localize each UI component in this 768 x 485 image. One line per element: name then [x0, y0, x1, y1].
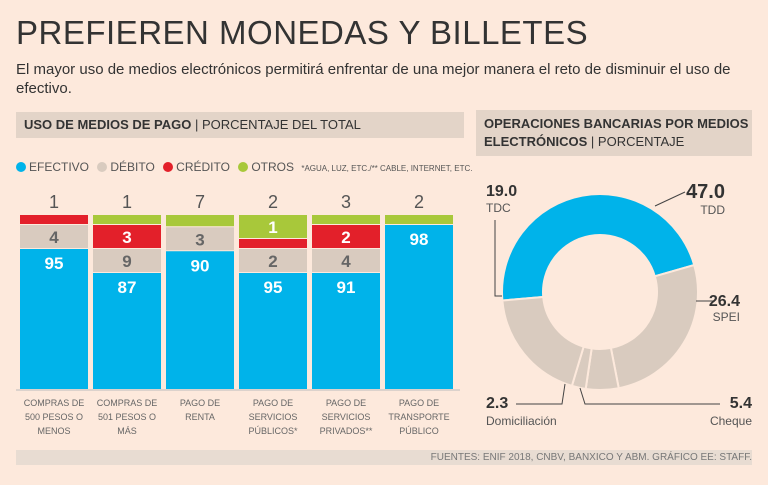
segment-label: 3 [122, 228, 131, 247]
bar-segment [93, 273, 161, 389]
donut-slice-spei [609, 263, 699, 390]
category-label: PAGO DE SERVICIOS PRIVADOS** [319, 398, 373, 436]
legend-debito: DÉBITO [110, 160, 155, 174]
legend: EFECTIVO DÉBITO CRÉDITO OTROS *AGUA, LUZ… [16, 160, 472, 174]
segment-label: 1 [268, 218, 277, 237]
page-title: PREFIEREN MONEDAS Y BILLETES [16, 14, 589, 51]
segment-label: 3 [195, 230, 204, 249]
slice-name: SPEI [713, 310, 740, 324]
category-label: PAGO DE SERVICIOS PÚBLICOS* [248, 398, 298, 436]
source-note: FUENTES: ENIF 2018, CNBV, BANXICO Y ABM.… [16, 450, 752, 465]
bar-segment [385, 225, 453, 389]
segment-label: 90 [191, 256, 210, 275]
bar-segment [239, 249, 307, 272]
bar-segment [20, 249, 88, 389]
bar-chart-title: USO DE MEDIOS DE PAGO [24, 117, 192, 132]
slice-value: 2.3 [486, 395, 508, 412]
segment-label: 4 [341, 252, 351, 271]
segment-label: 95 [45, 254, 64, 273]
slice-name: Cheque [710, 414, 752, 428]
bar-top-label: 2 [268, 192, 278, 212]
bar-top-label: 1 [122, 192, 132, 212]
bar-segment [93, 249, 161, 272]
bar-segment [312, 273, 380, 389]
leader-line [494, 220, 502, 297]
bar-segment [166, 227, 234, 251]
slice-name: Domiciliación [486, 414, 557, 428]
bar-segment [239, 273, 307, 389]
bar-chart-subtitle: PORCENTAJE DEL TOTAL [201, 117, 361, 132]
bar-segment [312, 215, 380, 224]
slice-value: 19.0 [486, 183, 517, 200]
leader-line [579, 387, 720, 405]
stacked-bar-chart: 4 95 1 3 9 87 1 3 90 7 1 2 95 2 2 4 91 3 98 2 [16, 192, 460, 391]
legend-dot-debito [97, 162, 108, 172]
bar-segment [239, 215, 307, 238]
category-label: PAGO DE RENTA [179, 398, 221, 422]
bar-segment [20, 225, 88, 248]
legend-dot-credito [163, 162, 174, 172]
donut-chart-title: OPERACIONES BANCARIAS POR MEDIOS ELECTRÓ… [484, 116, 749, 149]
legend-credito: CRÉDITO [176, 160, 230, 174]
bar-segment [93, 225, 161, 248]
bar-segment [166, 215, 234, 227]
bar-top-label: 1 [49, 192, 59, 212]
segment-label: 4 [49, 228, 59, 247]
bar-top-label: 2 [414, 192, 424, 212]
bar-segment [20, 215, 88, 224]
donut-slice-tdd [501, 193, 696, 302]
segment-label: 87 [118, 278, 137, 297]
bar-top-label: 7 [195, 192, 205, 212]
bar-segment [312, 225, 380, 248]
legend-dot-efectivo [16, 162, 26, 172]
bar-segment [312, 249, 380, 272]
segment-label: 2 [341, 228, 350, 247]
leader-line [516, 383, 566, 405]
leader-line [654, 191, 686, 207]
subtitle: El mayor uso de medios electrónicos perm… [16, 61, 731, 97]
bar-segment [166, 251, 234, 389]
bar-segment [239, 239, 307, 248]
segment-label: 2 [268, 252, 277, 271]
bar-top-label: 3 [341, 192, 351, 212]
category-label: COMPRAS DE 500 PESOS O MENOS [23, 398, 85, 436]
bar-segment [93, 215, 161, 224]
legend-efectivo: EFECTIVO [29, 160, 90, 174]
slice-value: 5.4 [730, 395, 752, 412]
legend-otros: OTROS [251, 160, 294, 174]
legend-note: *AGUA, LUZ, ETC./** CABLE, INTERNET, ETC… [301, 164, 473, 173]
legend-dot-otros [238, 162, 249, 172]
category-label: PAGO DE TRANSPORTE PÚBLICO [388, 398, 450, 436]
segment-label: 9 [122, 252, 131, 271]
segment-label: 95 [264, 278, 283, 297]
segment-label: 91 [337, 278, 356, 297]
slice-name: TDD [700, 203, 725, 217]
slice-name: TDC [486, 201, 511, 215]
bar-segment [385, 215, 453, 224]
donut-chart-subtitle: PORCENTAJE [597, 134, 685, 149]
segment-label: 98 [410, 230, 429, 249]
donut-chart-header: OPERACIONES BANCARIAS POR MEDIOS ELECTRÓ… [476, 110, 752, 156]
slice-value: 47.0 [686, 181, 725, 203]
slice-value: 26.4 [709, 293, 740, 310]
donut-slice-tdc [501, 295, 585, 388]
category-label: COMPRAS DE 501 PESOS O MÁS [96, 398, 158, 436]
bar-chart-header: USO DE MEDIOS DE PAGO | PORCENTAJE DEL T… [16, 112, 464, 138]
